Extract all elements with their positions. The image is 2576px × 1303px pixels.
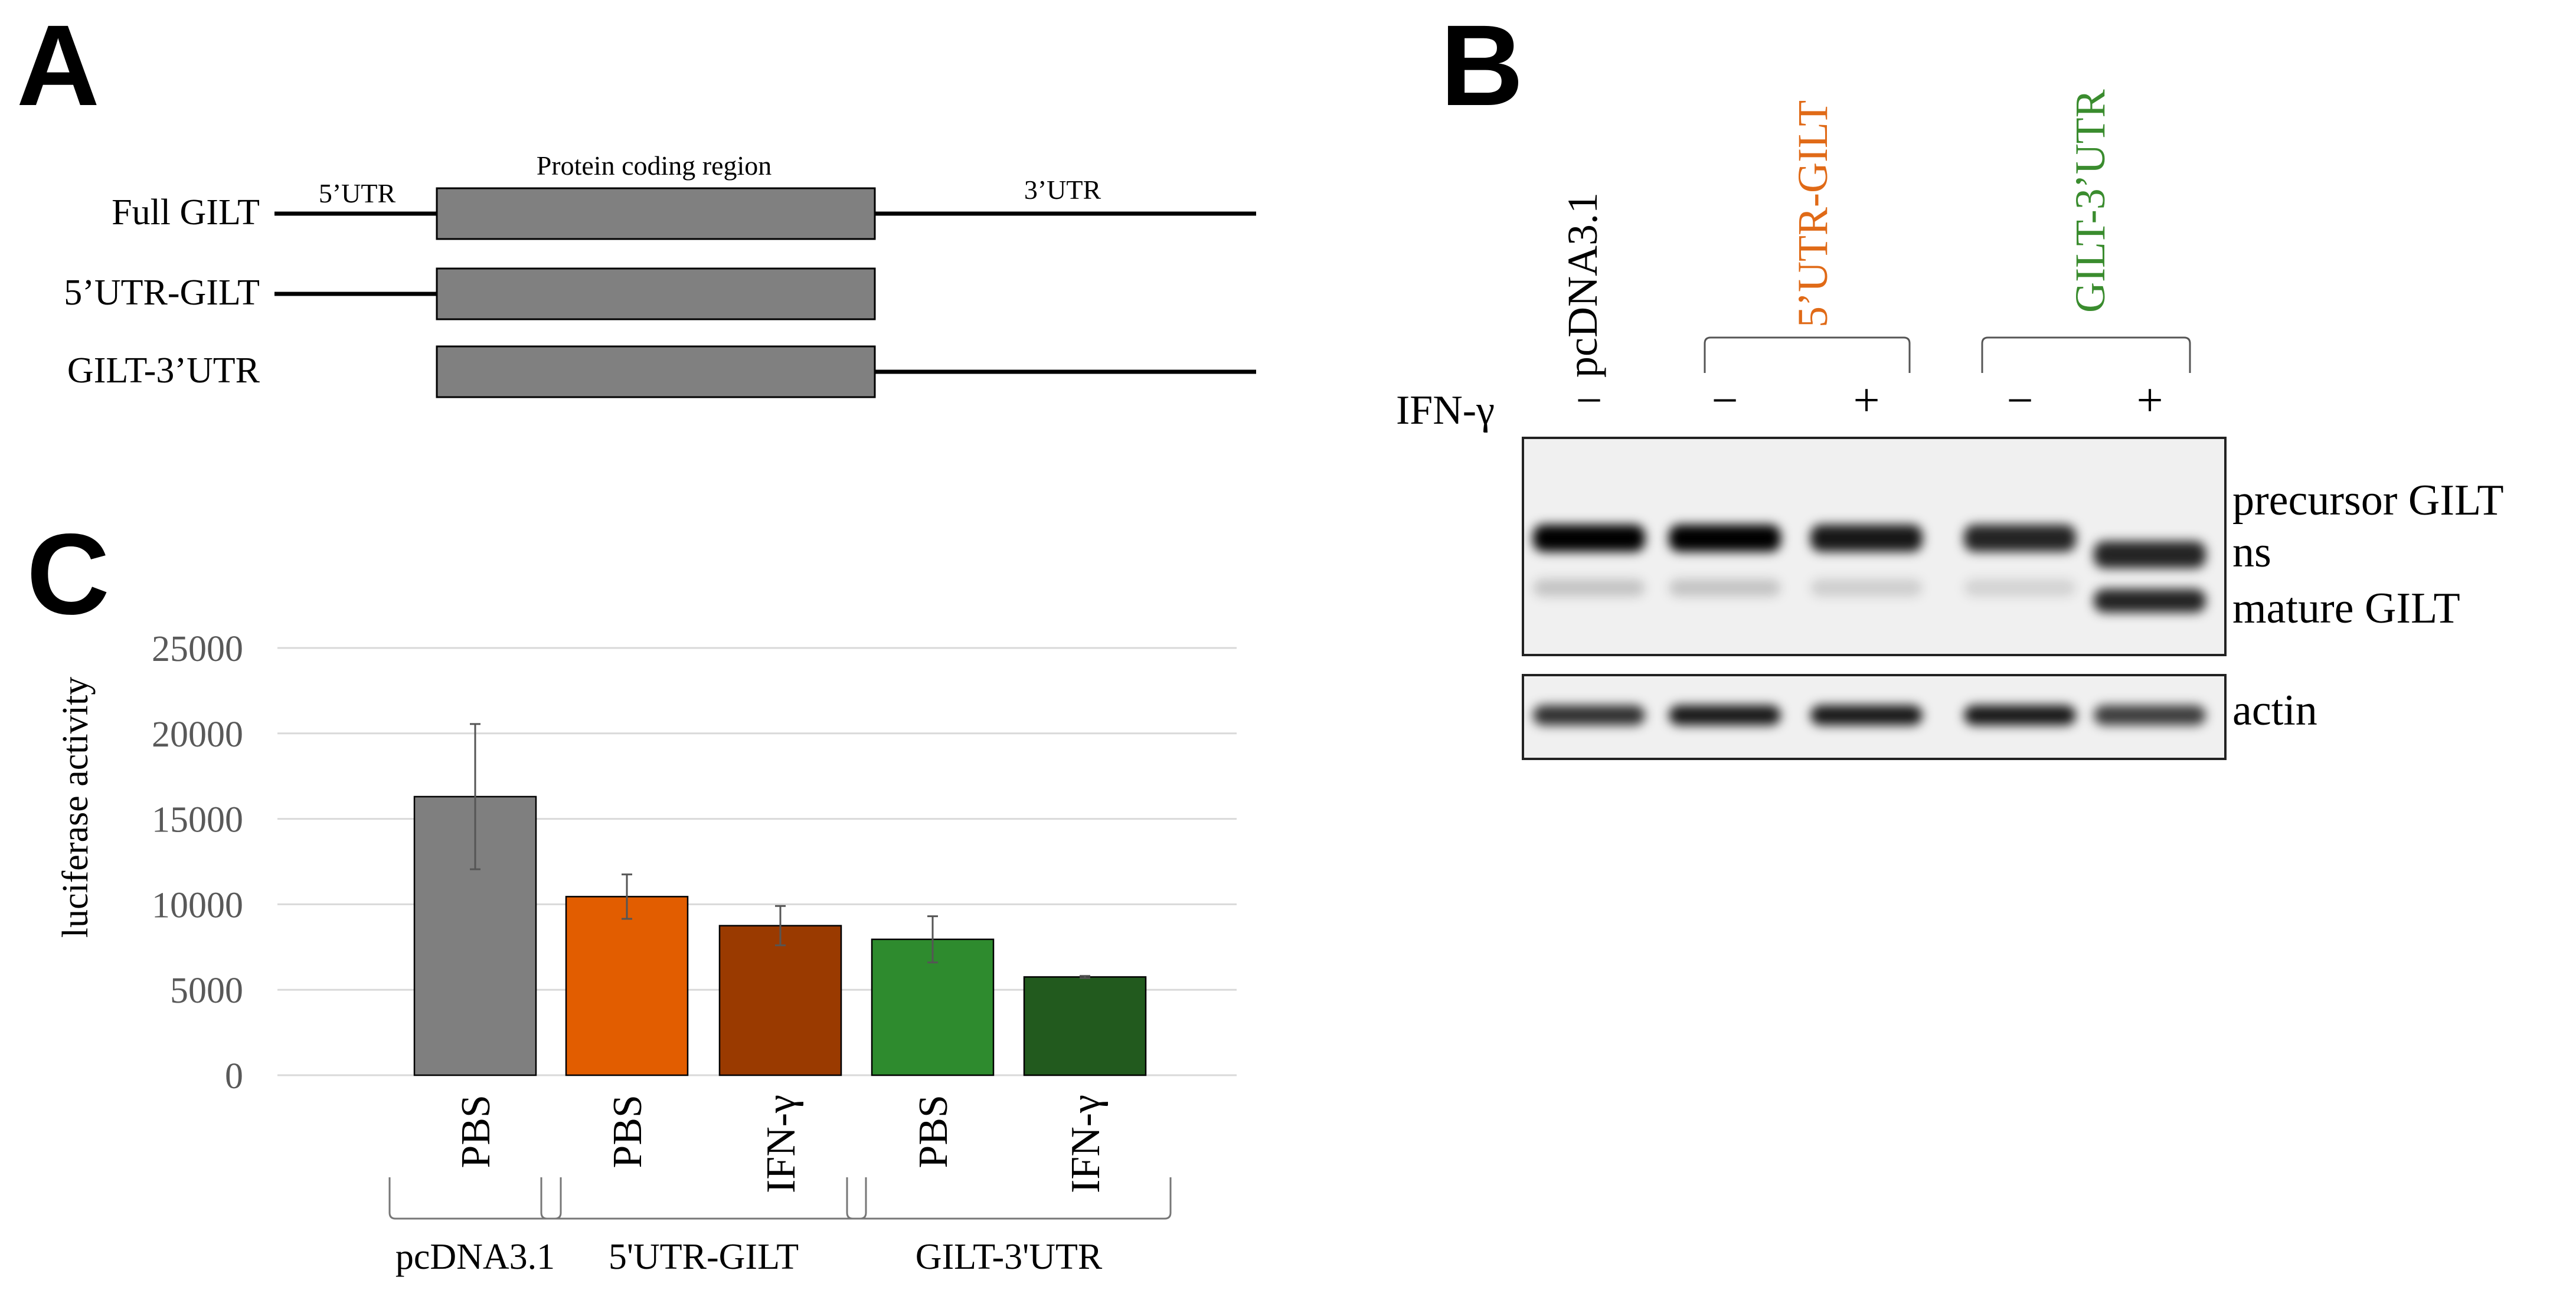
coding-region-box (436, 267, 876, 320)
group-bracket (388, 1177, 562, 1220)
plus-sign: + (1853, 375, 1879, 427)
y-tick-label: 15000 (152, 800, 243, 840)
construct-label: GILT-3’UTR (67, 351, 260, 391)
panel-a-letter: A (17, 1, 100, 130)
band-label-ns: ns (2232, 528, 2271, 577)
x-category-label: IFN-γ (759, 1095, 804, 1193)
y-tick-label: 20000 (152, 715, 243, 755)
band-actin (1964, 705, 2076, 725)
blot-construct-label: 5’UTR-GILT (1789, 100, 1836, 328)
band-precursor (1533, 525, 1645, 552)
panel-b-letter: B (1440, 1, 1524, 130)
group-label: GILT-3'UTR (916, 1237, 1103, 1277)
y-tick-label: 10000 (152, 885, 243, 925)
band-label-mature: mature GILT (2232, 584, 2460, 633)
bracket-gilt-3utr (1981, 336, 2191, 373)
bar (1023, 976, 1147, 1076)
band-precursor (2094, 541, 2206, 568)
band-actin (1669, 705, 1781, 725)
y-tick-label: 5000 (170, 971, 243, 1011)
utr3-label: 3’UTR (1024, 175, 1101, 205)
x-category-label: PBS (605, 1095, 650, 1168)
y-axis-title: luciferase activity (55, 677, 96, 938)
coding-region-label: Protein coding region (537, 150, 772, 181)
x-category-label: IFN-γ (1063, 1095, 1109, 1193)
western-blot: pcDNA3.1 5’UTR-GILT GILT-3’UTR IFN-γ − − + − +… (1396, 89, 2504, 760)
plus-sign: + (2136, 375, 2163, 427)
blot-construct-label: pcDNA3.1 (1559, 192, 1606, 378)
band-label-precursor: precursor GILT (2232, 476, 2504, 525)
luciferase-bar-chart: luciferase activity 0 5000 10000 15000 20000… (55, 629, 1237, 1277)
minus-sign: − (1575, 375, 1602, 427)
ifn-gamma-label: IFN-γ (1396, 388, 1495, 433)
bar (565, 896, 689, 1076)
minus-sign: − (1711, 375, 1738, 427)
band-mature (2094, 589, 2206, 613)
utr5-label: 5’UTR (319, 178, 396, 208)
x-category-label: PBS (911, 1095, 956, 1168)
band-faint (1669, 579, 1781, 597)
band-precursor (1810, 525, 1923, 552)
band-actin (2094, 705, 2206, 725)
minus-sign: − (2006, 375, 2033, 427)
group-label: 5'UTR-GILT (609, 1237, 799, 1277)
coding-region-box (436, 345, 876, 398)
bar (718, 925, 842, 1076)
band-faint (1964, 579, 2076, 597)
band-faint (1533, 579, 1645, 597)
bracket-5utr-gilt (1704, 336, 1911, 373)
band-precursor (1669, 525, 1781, 552)
band-precursor (1964, 525, 2076, 552)
y-tick-label: 0 (225, 1056, 243, 1096)
group-label: pcDNA3.1 (395, 1237, 555, 1277)
group-bracket (540, 1177, 867, 1220)
band-actin (1810, 705, 1923, 725)
band-actin (1533, 705, 1645, 725)
blot-construct-label: GILT-3’UTR (2067, 89, 2114, 313)
coding-region-box (436, 187, 876, 240)
x-category-label: PBS (453, 1095, 499, 1168)
y-tick-label: 25000 (152, 629, 243, 669)
construct-diagram: 5’UTR Protein coding region 3’UTR Full G… (64, 150, 1256, 398)
bar (413, 795, 537, 1076)
band-label-actin: actin (2232, 686, 2317, 735)
group-bracket (846, 1177, 1172, 1220)
panel-c-letter: C (27, 510, 110, 639)
band-faint (1810, 579, 1923, 597)
construct-label: Full GILT (112, 192, 260, 233)
construct-label: 5’UTR-GILT (64, 273, 260, 313)
